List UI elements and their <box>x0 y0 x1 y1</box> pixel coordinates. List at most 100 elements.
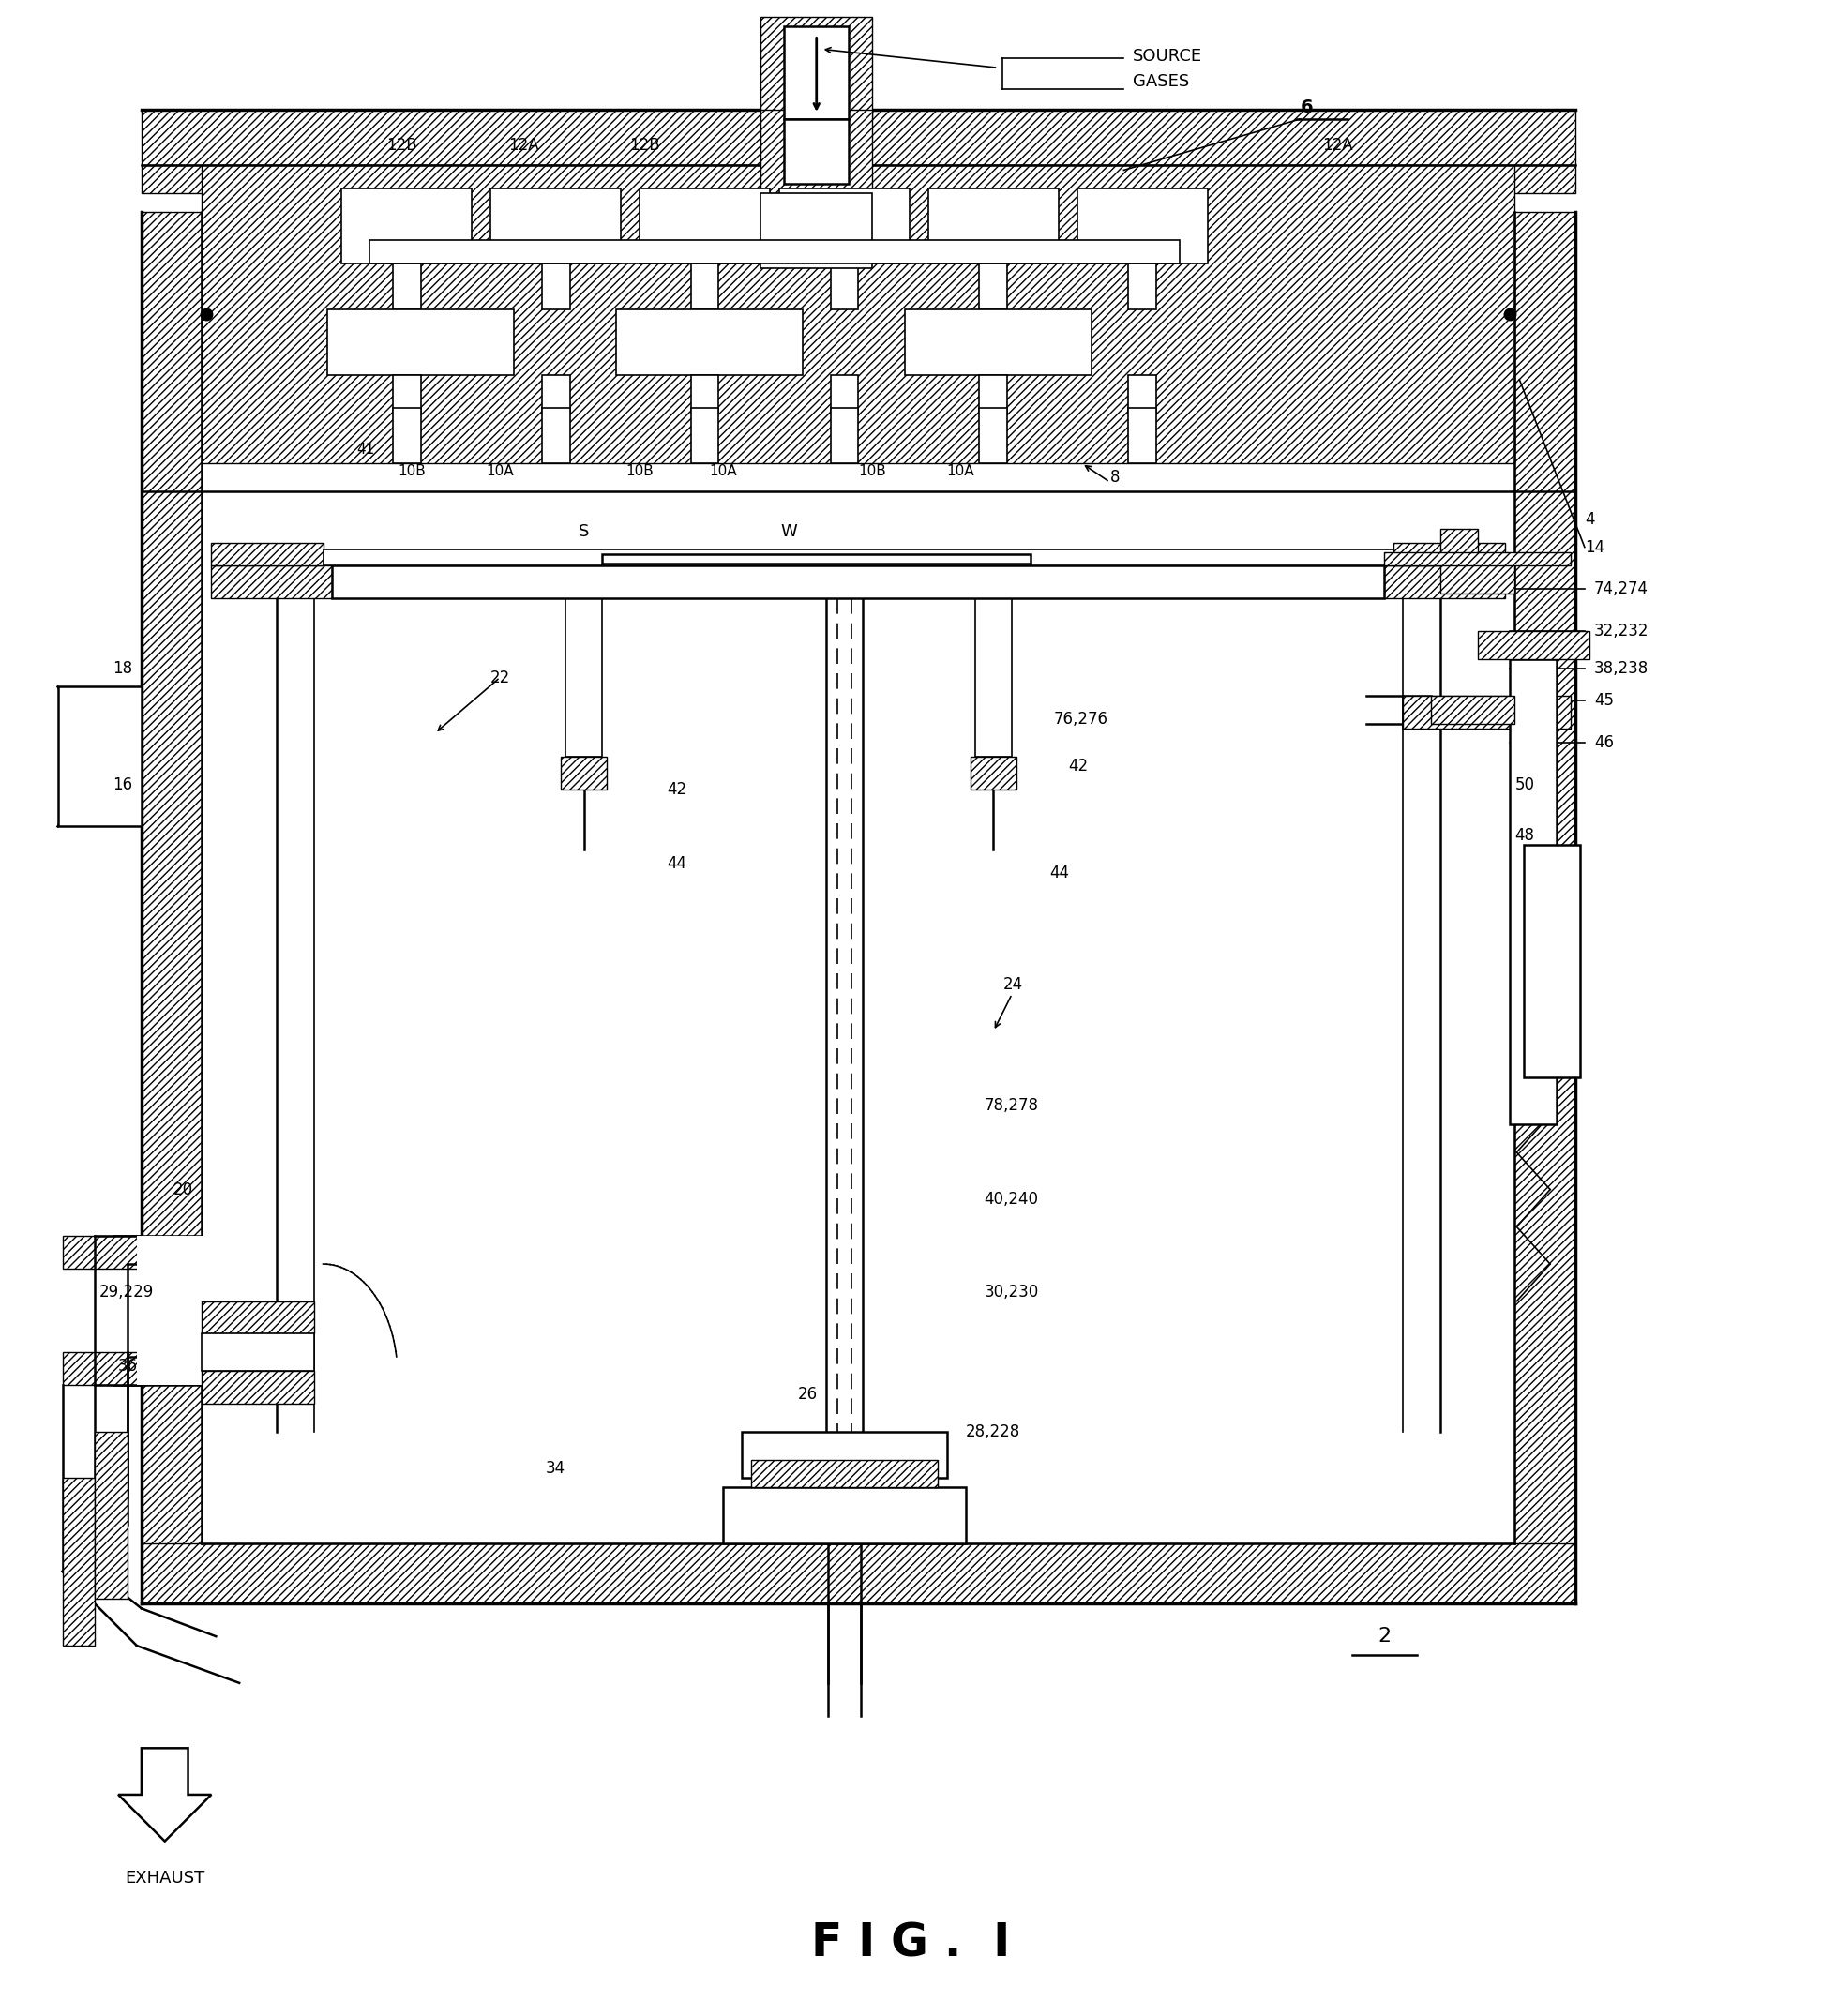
Bar <box>603 554 1031 564</box>
Text: 6: 6 <box>1301 99 1314 117</box>
Bar <box>980 264 1008 310</box>
Text: W: W <box>780 522 796 540</box>
Text: 10B: 10B <box>625 464 654 478</box>
Text: 10A: 10A <box>486 464 514 478</box>
Text: 10B: 10B <box>858 464 885 478</box>
Bar <box>332 566 1385 599</box>
Bar <box>1077 190 1208 264</box>
Text: GASES: GASES <box>1133 73 1190 91</box>
Bar <box>1510 659 1556 1125</box>
Bar <box>211 542 322 566</box>
Text: 26: 26 <box>798 1385 818 1403</box>
Text: 41: 41 <box>357 442 374 456</box>
Bar <box>394 375 421 411</box>
Text: 30,230: 30,230 <box>984 1284 1039 1300</box>
Polygon shape <box>118 1748 211 1841</box>
Bar <box>783 26 849 119</box>
Text: 10A: 10A <box>947 464 975 478</box>
Bar <box>1128 375 1157 411</box>
Bar <box>137 1236 206 1385</box>
Text: 42: 42 <box>667 780 687 798</box>
Bar <box>742 1431 947 1478</box>
Text: 46: 46 <box>1594 734 1614 752</box>
Bar <box>691 264 718 310</box>
Bar <box>541 407 570 464</box>
Bar <box>927 190 1059 264</box>
Text: 36: 36 <box>118 1359 138 1375</box>
Text: SOURCE: SOURCE <box>1133 48 1203 65</box>
Bar <box>95 1431 128 1599</box>
Text: 29,229: 29,229 <box>100 1284 155 1300</box>
Bar <box>1523 845 1580 1079</box>
Bar <box>142 165 1576 194</box>
Bar <box>831 264 858 310</box>
Bar <box>751 1460 938 1488</box>
Text: 4: 4 <box>1585 510 1594 528</box>
Text: 78,278: 78,278 <box>984 1097 1039 1115</box>
Bar <box>62 1353 142 1385</box>
Bar <box>142 212 202 1605</box>
Bar <box>1385 566 1505 599</box>
Bar <box>62 1478 95 1645</box>
Bar <box>211 566 332 599</box>
Bar <box>202 1300 313 1335</box>
Text: 76,276: 76,276 <box>1053 712 1108 728</box>
Bar <box>202 1335 313 1371</box>
Bar <box>723 1488 966 1544</box>
Bar <box>1439 560 1514 595</box>
Bar <box>1128 407 1157 464</box>
Text: F I G .  I: F I G . I <box>811 1921 1009 1966</box>
Text: 12B: 12B <box>629 137 660 153</box>
Bar <box>783 119 849 183</box>
Text: S: S <box>578 522 589 540</box>
Text: 32,232: 32,232 <box>1594 623 1649 639</box>
Text: 48: 48 <box>1514 827 1534 845</box>
Bar <box>62 1236 142 1268</box>
Bar <box>691 375 718 411</box>
Bar <box>58 687 142 827</box>
Bar <box>142 1544 1576 1605</box>
Bar <box>1439 528 1478 560</box>
Bar <box>343 190 472 264</box>
Text: 8: 8 <box>1110 470 1121 486</box>
Bar <box>980 375 1008 411</box>
Bar <box>541 375 570 411</box>
Text: 44: 44 <box>667 855 687 873</box>
Bar <box>980 407 1008 464</box>
Text: 45: 45 <box>1594 691 1614 710</box>
Bar <box>1128 264 1157 310</box>
Bar <box>1478 631 1589 659</box>
Bar <box>760 109 873 194</box>
Bar <box>1430 696 1514 724</box>
Text: 38,238: 38,238 <box>1594 659 1649 677</box>
Bar <box>1514 212 1576 1605</box>
Text: 42: 42 <box>1068 758 1088 774</box>
Bar <box>370 240 1179 264</box>
Bar <box>831 375 858 411</box>
Bar <box>541 264 570 310</box>
Text: 16: 16 <box>113 776 133 792</box>
Text: 2: 2 <box>1377 1627 1390 1645</box>
Bar <box>490 190 621 264</box>
Text: 12B: 12B <box>386 137 417 153</box>
Text: 18: 18 <box>113 659 133 677</box>
Text: 22: 22 <box>490 669 510 685</box>
Text: 74,274: 74,274 <box>1594 581 1649 597</box>
Bar <box>975 599 1011 756</box>
Bar <box>831 407 858 464</box>
Bar <box>394 407 421 464</box>
Bar <box>616 310 802 375</box>
Bar <box>202 165 1514 464</box>
Bar <box>760 16 873 119</box>
Text: 12A: 12A <box>508 137 539 153</box>
Text: 14: 14 <box>1585 538 1605 556</box>
Bar <box>565 599 603 756</box>
Text: 12A: 12A <box>1323 137 1354 153</box>
Bar <box>969 756 1017 788</box>
Text: 10B: 10B <box>397 464 426 478</box>
Bar <box>1394 542 1505 566</box>
Text: 10A: 10A <box>709 464 738 478</box>
Bar <box>142 109 1576 165</box>
Text: 20: 20 <box>173 1181 193 1198</box>
Bar <box>1403 696 1571 728</box>
